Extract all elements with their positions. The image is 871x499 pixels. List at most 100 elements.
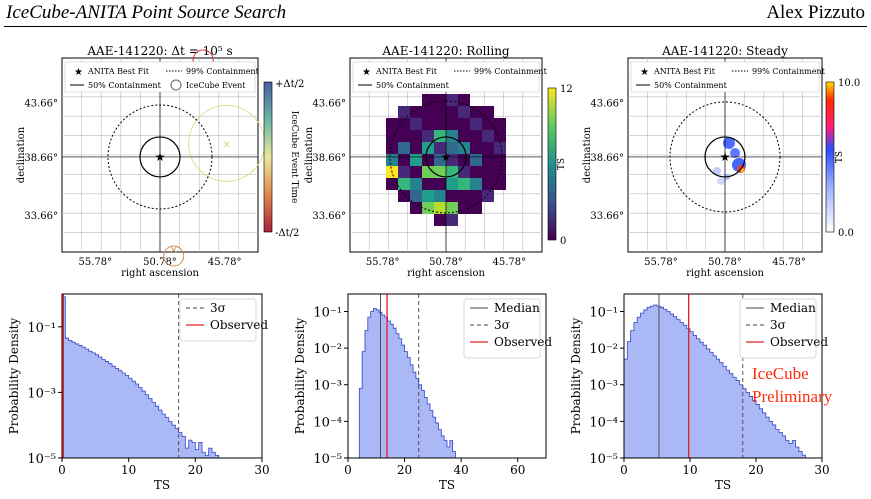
heatmap-cell (458, 94, 470, 106)
heatmap-cell (494, 130, 506, 142)
heatmap-cell (482, 118, 494, 130)
legend-star-icon: ★ (362, 67, 371, 78)
colorbar (263, 81, 273, 233)
map-legend: ★ ANITA Best Fit 99% Containment 50% Contai… (64, 61, 260, 93)
ts-hotspot (713, 166, 721, 175)
legend-label: Observed (494, 335, 552, 349)
y-tick-label: 10⁻² (313, 342, 342, 357)
plot-frame (61, 293, 263, 459)
x-axis-label: right ascension (121, 268, 199, 279)
x-tick-label: 20 (397, 463, 412, 477)
heatmap-cell (458, 130, 470, 142)
colorbar-tick: 0.0 (838, 228, 854, 239)
y-tick-label: 10⁻⁵ (589, 452, 618, 467)
legend-label: ANITA Best Fit (375, 67, 438, 76)
heatmap-cell (386, 142, 398, 154)
histogram-bars (356, 308, 456, 458)
y-tick-label: 33.66° (24, 211, 58, 222)
heatmap-cell (410, 190, 422, 202)
slide-header: IceCube-ANITA Point Source Search Alex P… (0, 0, 871, 26)
legend-label: Observed (210, 318, 268, 332)
heatmap-cell (470, 130, 482, 142)
heatmap-cell (422, 202, 434, 214)
plot-frame (347, 293, 547, 459)
y-tick-label: 10⁻⁵ (27, 452, 56, 467)
anita-best-fit-marker: ★ (155, 150, 166, 164)
histogram-bottom-left: 0 10 20 30 TS 10⁻¹ 10⁻³ 10⁻⁵ Probability Density… (7, 293, 270, 492)
heatmap-cell (458, 118, 470, 130)
x-axis-label: TS (154, 478, 170, 492)
y-axis-label: declination (582, 126, 593, 183)
heatmap-cell (446, 214, 458, 226)
histogram-legend: Median 3σ Observed (463, 298, 552, 359)
heatmap-cell (398, 190, 410, 202)
heatmap-cell (470, 166, 482, 178)
y-tick-label: 10⁻⁵ (313, 452, 342, 467)
heatmap-cell (470, 142, 482, 154)
heatmap-cell (470, 190, 482, 202)
x-tick-label: 20 (188, 463, 203, 477)
x-tick-label: 10 (121, 463, 136, 477)
y-tick-label: 10⁻⁴ (313, 415, 342, 430)
x-tick-label: 10 (682, 463, 697, 477)
heatmap-cell (410, 106, 422, 118)
x-tick-label: 55.78° (366, 257, 400, 268)
heatmap-cell (446, 202, 458, 214)
preliminary-annotation: IceCube Preliminary (752, 362, 832, 408)
histogram-bottom-right: 0 10 20 30 TS 10⁻¹ 10⁻² 10⁻³ 10⁻⁴ 10⁻⁵ Probability… (569, 293, 830, 492)
colorbar-tick: +Δt/2 (275, 79, 304, 90)
y-tick-label: 43.66° (312, 99, 346, 110)
colorbar-tick: 10.0 (838, 78, 860, 89)
legend-box (630, 61, 820, 93)
legend-label: ANITA Best Fit (653, 67, 716, 76)
x-tick-label: 30 (814, 463, 829, 477)
y-tick-label: 10⁻² (589, 342, 618, 357)
histogram-bottom-middle: 0 20 40 60 TS 10⁻¹ 10⁻² 10⁻³ 10⁻⁴ 10⁻⁵ Probability… (293, 293, 552, 492)
heatmap-cell (470, 202, 482, 214)
x-axis-label: right ascension (407, 268, 485, 279)
preliminary-line-1: IceCube (752, 364, 809, 383)
map-legend: ★ ANITA Best Fit 99% Containment 50% Contai… (630, 61, 826, 93)
heatmap-cell (410, 202, 422, 214)
colorbar-label: TS (835, 151, 845, 163)
legend-star-icon: ★ (74, 67, 83, 78)
x-tick-label: 45.78° (493, 257, 527, 268)
colorbar-tick: -Δt/2 (275, 228, 299, 239)
y-axis-label: Probability Density (293, 318, 307, 435)
heatmap-cell (422, 178, 434, 190)
y-axis-label: Probability Density (7, 318, 21, 435)
legend-label: 99% Containment (186, 67, 260, 76)
heatmap-cell (434, 118, 446, 130)
heatmap-cell (470, 106, 482, 118)
legend-label: Observed (770, 335, 828, 349)
map-title: AAE-141220: Rolling (381, 44, 510, 58)
heatmap-cell (482, 154, 494, 166)
colorbar-label: TS (557, 158, 567, 170)
y-axis-label: Probability Density (569, 318, 583, 435)
heatmap-cell (482, 130, 494, 142)
heatmap-cell (386, 154, 398, 166)
heatmap-cell (446, 190, 458, 202)
x-tick-label: 55.78° (644, 257, 678, 268)
heatmap-cell (494, 178, 506, 190)
legend-box (739, 298, 817, 359)
heatmap-cell (470, 118, 482, 130)
legend-label: 3σ (770, 318, 786, 332)
icecube-event-marker: × (170, 245, 178, 256)
legend-label: 3σ (210, 301, 226, 315)
legend-label: 99% Containment (474, 67, 548, 76)
icecube-event-marker: × (222, 139, 230, 150)
x-tick-label: 45.78° (208, 257, 242, 268)
heatmap-cell (458, 106, 470, 118)
histogram-bars (62, 296, 220, 458)
x-axis-label: right ascension (686, 268, 764, 279)
heatmap-cell (410, 166, 422, 178)
legend-label: Median (494, 301, 540, 315)
x-tick-label: 0 (344, 463, 352, 477)
ts-hotspot (730, 147, 740, 158)
x-tick-label: 50.78° (708, 257, 742, 268)
heatmap-cell (398, 142, 410, 154)
histogram-legend: Median 3σ Observed (739, 298, 828, 359)
x-axis-label: TS (439, 478, 455, 492)
x-tick-label: 60 (510, 463, 525, 477)
